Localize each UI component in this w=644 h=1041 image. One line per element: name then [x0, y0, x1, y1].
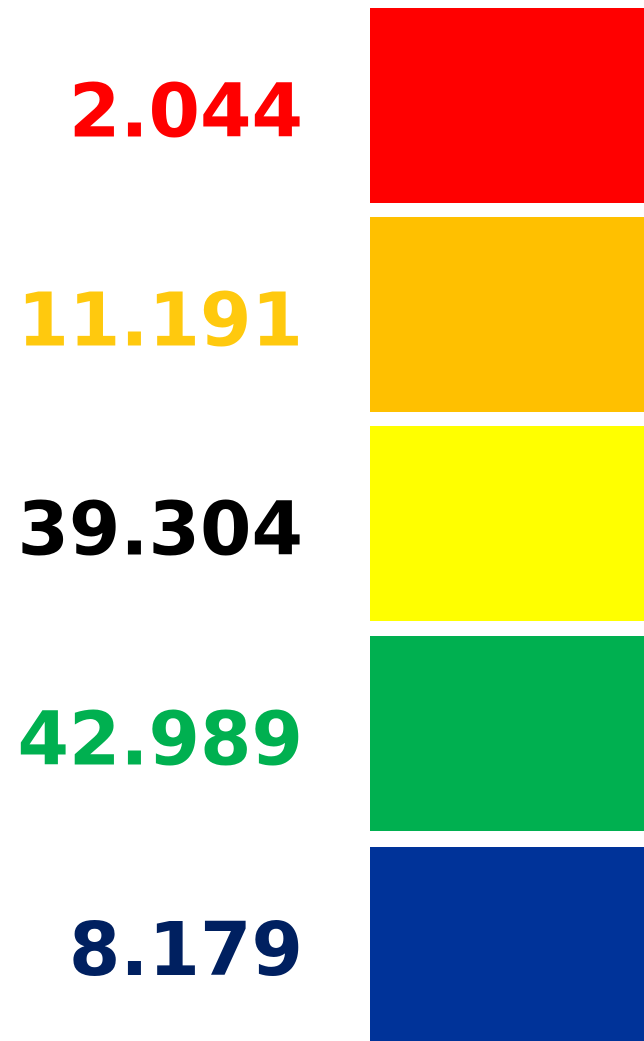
color-swatch — [370, 426, 644, 621]
legend-label: 2.044 — [69, 69, 303, 155]
color-swatch — [370, 217, 644, 412]
legend-label: 11.191 — [17, 278, 303, 364]
color-swatch — [370, 636, 644, 831]
legend-label: 42.989 — [17, 697, 303, 783]
legend-label: 8.179 — [69, 907, 303, 993]
color-swatch — [370, 8, 644, 203]
legend-label: 39.304 — [17, 487, 303, 573]
color-swatch — [370, 847, 644, 1041]
